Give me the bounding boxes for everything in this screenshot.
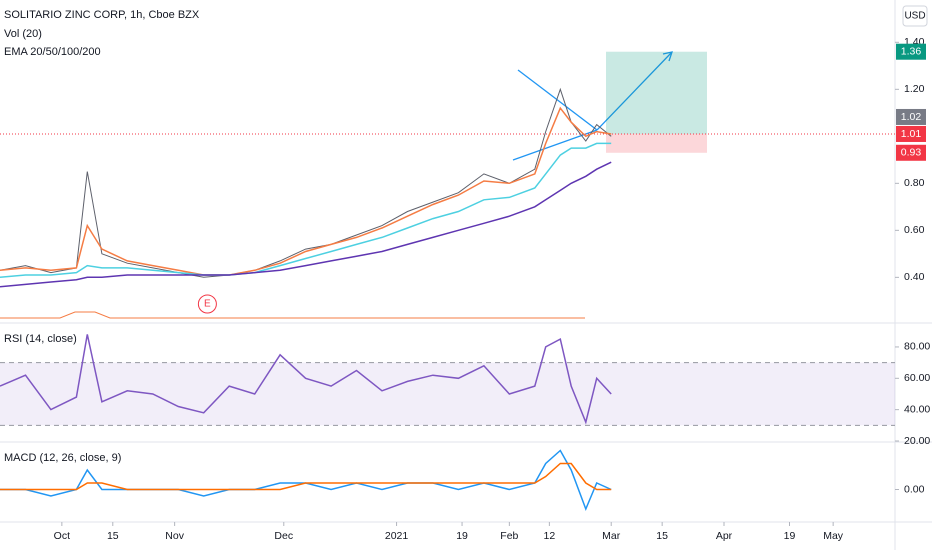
event-label: E: [204, 299, 211, 310]
event-marker: [197, 294, 217, 314]
y-tick-label: 1.20: [904, 83, 925, 95]
currency: USD: [904, 11, 925, 22]
price-label-box: [896, 144, 926, 161]
currency-box[interactable]: [902, 5, 928, 27]
price-label: 1.02: [901, 111, 922, 123]
series-line: [0, 334, 612, 425]
price-label: 1.01: [901, 128, 922, 140]
stop-loss-zone: [606, 133, 707, 153]
x-tick-label: Apr: [716, 530, 733, 542]
y-tick-label: 0.40: [904, 271, 925, 283]
x-tick-label: 19: [784, 530, 796, 542]
ema-legend: EMA 20/50/100/200: [4, 46, 101, 58]
arrow-head: [662, 51, 673, 62]
series-line: [0, 142, 612, 279]
x-tick-label: 12: [544, 530, 556, 542]
x-tick-label: Feb: [500, 530, 518, 542]
x-tick-label: May: [823, 530, 844, 542]
volume-ma: [0, 312, 895, 318]
pane-title: RSI (14, close): [4, 333, 77, 345]
y-tick-label: 0.60: [904, 224, 925, 236]
x-tick-label: Nov: [165, 530, 184, 542]
trend-line: [512, 129, 598, 161]
price-label-box: [896, 43, 926, 60]
pane-title: MACD (12, 26, close, 9): [4, 452, 121, 464]
series-line: [0, 161, 612, 288]
projection-arrow: [596, 51, 673, 131]
x-tick-label: Oct: [54, 530, 70, 542]
x-tick-label: Mar: [602, 530, 621, 542]
series-line: [0, 106, 612, 276]
y-tick-label: 40.00: [904, 403, 930, 415]
x-tick-label: 19: [456, 530, 468, 542]
y-tick-label: 60.00: [904, 372, 930, 384]
take-profit-zone: [606, 51, 707, 134]
y-tick-label: 20.00: [904, 435, 930, 447]
chart-title: SOLITARIO ZINC CORP, 1h, Cboe BZX: [4, 9, 200, 21]
series-line: [0, 462, 612, 491]
price-label-box: [896, 125, 926, 142]
x-tick-label: 2021: [385, 530, 409, 542]
trend-line: [517, 69, 598, 131]
x-tick-label: 15: [107, 530, 119, 542]
y-tick-label: 0.80: [904, 177, 925, 189]
y-tick-label: 0.00: [904, 483, 925, 495]
x-tick-label: 15: [656, 530, 668, 542]
price-label-box: [896, 108, 926, 125]
price-label: 0.93: [901, 147, 922, 159]
x-tick-label: Dec: [274, 530, 293, 542]
volume-legend: Vol (20): [4, 28, 42, 40]
price-label: 1.36: [901, 45, 922, 57]
rsi-band: [0, 362, 895, 426]
y-tick-label: 80.00: [904, 341, 930, 353]
